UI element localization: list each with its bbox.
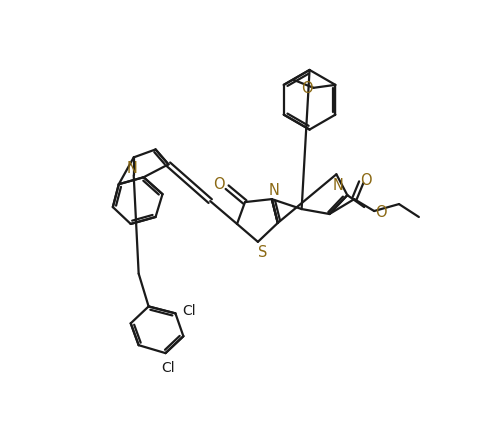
Text: O: O [360,172,371,187]
Text: N: N [332,178,343,192]
Text: S: S [257,245,267,260]
Text: O: O [375,204,386,219]
Text: O: O [213,176,225,191]
Text: N: N [268,182,279,197]
Text: N: N [126,161,137,175]
Text: Cl: Cl [182,304,196,318]
Text: Cl: Cl [161,360,175,374]
Text: O: O [300,81,312,96]
